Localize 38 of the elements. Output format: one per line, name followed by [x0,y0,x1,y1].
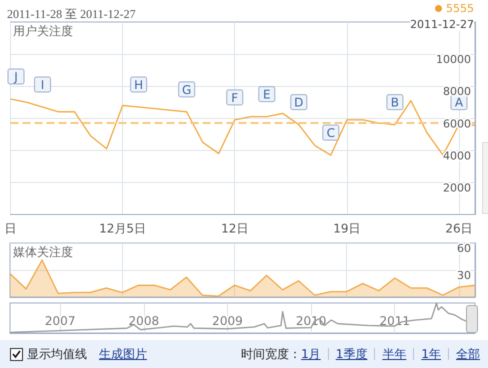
chart-title: 2011-11-28 至 2011-12-27 [7,7,136,21]
x-tick-label: 26日 [445,222,473,236]
annotation: H [134,78,144,92]
y-axis-title: 用户关注度 [13,24,73,38]
x-tick-label: 2009 [212,314,243,328]
annotation: 2011-12-27 [410,18,474,31]
text: 1月 [301,346,321,362]
annotation: E [262,88,271,102]
x-tick-label: 2007 [44,314,76,328]
x-tick-label: 12月5日 [99,222,146,236]
x-tick-label: 2008 [128,314,160,328]
text: 显示均值线 [27,346,87,362]
annotation: A [454,96,464,110]
annotation: D [294,96,304,110]
annotation: G [182,82,192,97]
text: 全部 [456,346,480,362]
text: 生成图片 [99,346,147,362]
y-tick-label: 10000 [436,53,471,66]
text: 时间宽度： [241,346,302,362]
y-tick-label: 4000 [443,149,471,162]
x-tick-label: 2011 [379,314,410,328]
text: 1季度 [336,346,368,362]
annotation: C [326,126,336,140]
text: 半年 [382,346,406,362]
y-tick-label: 2000 [443,181,471,194]
text: 1年 [421,346,441,362]
y-tick-label: 30 [457,269,471,282]
y-tick-label: 60 [457,242,471,255]
annotation: B [390,96,400,110]
x-tick-label: 日 [4,222,16,236]
annotation: J [13,70,18,84]
x-tick-label: 12日 [221,222,248,236]
y-tick-label: 8000 [443,85,471,98]
annotation: F [231,90,238,105]
x-tick-label: 19日 [333,222,361,236]
text: 5555 [435,2,474,15]
annotation: I [40,78,44,92]
y-axis-title: 媒体关注度 [13,245,73,259]
